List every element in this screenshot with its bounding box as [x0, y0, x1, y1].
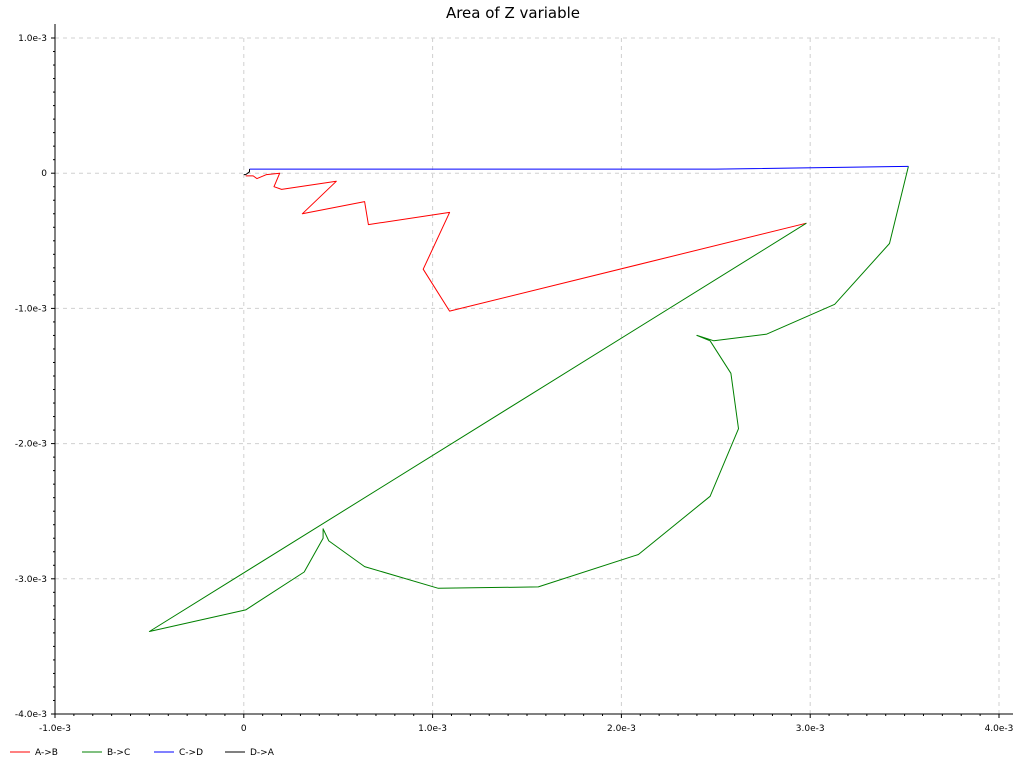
series-line-d-a: [243, 169, 250, 176]
grid-lines: [54, 37, 1000, 715]
legend-label: B->C: [107, 748, 130, 758]
y-tick-label: 0: [41, 169, 47, 179]
legend-label: D->A: [250, 748, 275, 758]
y-tick-label: 1.0e-3: [18, 34, 47, 44]
series-line-c-d: [249, 165, 909, 170]
chart-title: Area of Z variable: [446, 4, 580, 22]
series-lines: [148, 165, 909, 632]
x-tick-label: 4.0e-3: [985, 724, 1014, 734]
legend: A->B B->C C->D D->A: [10, 748, 275, 758]
y-tick-label: -4.0e-3: [15, 710, 47, 720]
y-tick-label: -1.0e-3: [15, 304, 47, 314]
legend-label: A->B: [35, 748, 58, 758]
x-tick-label: 2.0e-3: [607, 724, 636, 734]
y-tick-label: -2.0e-3: [15, 440, 47, 450]
x-tick-label: 0: [241, 724, 247, 734]
x-tick-label: -1.0e-3: [39, 724, 71, 734]
legend-label: C->D: [179, 748, 203, 758]
series-line-b-c: [148, 166, 909, 632]
y-axis-ticks: 1.0e-3 0 -1.0e-3 -2.0e-3 -3.0e-3 -4.0e-3: [15, 34, 47, 720]
series-line-a-b: [245, 172, 807, 312]
y-tick-label: -3.0e-3: [15, 575, 47, 585]
axes: [51, 24, 1013, 718]
x-tick-label: 3.0e-3: [796, 724, 825, 734]
x-tick-label: 1.0e-3: [418, 724, 447, 734]
x-axis-ticks: -1.0e-3 0 1.0e-3 2.0e-3 3.0e-3 4.0e-3: [39, 724, 1013, 734]
